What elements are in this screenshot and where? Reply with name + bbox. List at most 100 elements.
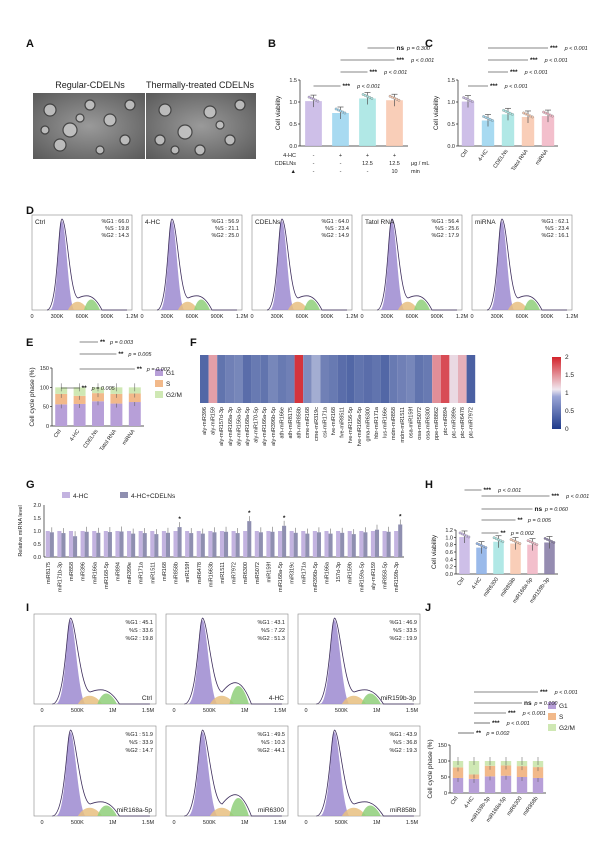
sig-p-E: p = 0.005: [91, 386, 116, 392]
data-point-B: [390, 95, 394, 99]
data-point-C: [488, 118, 492, 121]
sig-p-H: p = 0.005: [527, 518, 552, 524]
heatmap-label: aly-miR157d-3p: [219, 407, 225, 446]
data-point-B: [363, 94, 367, 97]
x-tick-label-G: miR6300: [243, 562, 249, 584]
histogram-name-D: Ctrl: [35, 219, 46, 226]
g1-peak-D-0: [50, 221, 74, 310]
g2-percent-I: %G2 : 44.1: [257, 748, 285, 754]
bar-4hc-G: [57, 531, 62, 557]
colorbar-tick-label: 1.5: [565, 372, 574, 379]
histogram-curve-I-5: [316, 729, 414, 817]
x-tick-label-D: 300K: [161, 314, 174, 320]
heatmap-label: aly-miR396: [202, 407, 208, 435]
g2-percent-D: %G2 : 17.9: [431, 233, 459, 239]
condition-value: -: [313, 153, 315, 159]
x-tick-label-G: aly-miR159: [371, 562, 377, 590]
bar-4hc-cdelns-G: [107, 532, 112, 557]
colorbar-tick-label: 2: [565, 354, 569, 361]
tem-vesicles: [40, 99, 246, 156]
data-point-C: [482, 115, 485, 118]
histogram-name-I: miR6300: [258, 807, 284, 814]
heatmap-label: osa-miR6300: [426, 407, 432, 440]
x-tick-label-D: 0: [30, 314, 33, 320]
stacked-segment-J: [532, 767, 544, 778]
x-tick-label-G: miR858b: [174, 562, 180, 584]
data-point-C: [468, 99, 472, 102]
y-tick-label-H: 0.4: [445, 557, 453, 563]
bar-B: [386, 100, 403, 146]
histogram-curve-I-2: [316, 617, 414, 705]
data-point-H: [518, 542, 522, 545]
y-tick-label-C: 1.0: [447, 100, 455, 106]
g1-peak-I-5: [319, 732, 350, 816]
legend-swatch-G: [120, 492, 128, 498]
s-percent-D: %S : 23.4: [325, 226, 349, 232]
bar-4hc-cdelns-G: [270, 531, 275, 557]
tem-vesicle: [40, 125, 50, 135]
heatmap-cell: [268, 355, 278, 403]
legend-label-E: G2/M: [166, 392, 182, 399]
histogram-frame-I-2: [297, 613, 421, 705]
bar-4hc-cdelns-G: [154, 534, 159, 557]
bar-4hc-cdelns-G: [247, 521, 252, 557]
x-tick-label-D: 600K: [76, 314, 89, 320]
data-point-H: [484, 546, 488, 549]
x-tick-label-D: 900K: [211, 314, 224, 320]
stacked-segment-J: [500, 765, 512, 776]
bar-4hc-G: [138, 531, 143, 557]
histogram-curve-D-1: [156, 218, 237, 311]
panel-label-f: F: [190, 337, 197, 349]
x-tick-label-D: 1.2M: [236, 314, 249, 320]
x-tick-label-G: miR166a: [92, 561, 98, 584]
x-tick-label-I: 1M: [109, 708, 117, 714]
x-tick-label-D: 900K: [541, 314, 554, 320]
bar-B: [305, 101, 322, 146]
tem-vesicle: [103, 113, 117, 127]
g2-percent-D: %G2 : 16.1: [541, 233, 569, 239]
g1-percent-I: %G1 : 43.9: [389, 732, 417, 738]
y-tick-label-H: 1.2: [445, 528, 453, 534]
stacked-segment-E: [92, 401, 104, 426]
sig-stars-B: ***: [397, 57, 405, 64]
s-phase-D-0: [68, 301, 88, 310]
sig-p-C: p < 0.001: [504, 84, 528, 90]
sig-stars-E: **: [137, 366, 143, 373]
g2-peak-I-5: [361, 805, 381, 816]
x-tick-label-G: miR858-5p: [383, 562, 389, 589]
data-point-B: [393, 96, 396, 100]
colorbar-tick-label: 1: [565, 390, 569, 397]
tem-vesicle: [124, 99, 136, 111]
bar-4hc-G: [185, 531, 190, 557]
sig-p-C: p < 0.001: [524, 70, 548, 76]
y-axis-label-H: Cell viability: [431, 534, 438, 569]
y-tick-label-E: 150: [40, 366, 49, 372]
heatmap-cell: [458, 355, 467, 403]
g1-percent-D: %G1 : 62.1: [541, 219, 569, 225]
data-point-H: [545, 538, 549, 541]
x-tick-label-G: miR858: [69, 562, 75, 581]
bar-4hc-cdelns-G: [96, 532, 101, 557]
heatmap-cell: [225, 355, 235, 403]
data-point-C: [531, 115, 534, 119]
stacked-segment-J: [468, 761, 480, 775]
sig-star-G: *: [283, 515, 286, 522]
heatmap-label: aly-miR396b-5p: [271, 407, 277, 446]
data-point-H: [465, 534, 469, 538]
s-phase-D-4: [508, 301, 528, 310]
data-point-B: [370, 97, 374, 100]
heatmap-cell: [251, 355, 261, 403]
data-point-C: [528, 114, 532, 118]
bar-4hc-G: [301, 531, 306, 557]
condition-label: ▲: [291, 169, 296, 175]
heatmap-label: cme-miR168: [305, 407, 311, 438]
sig-stars-B: ***: [343, 83, 351, 90]
bar-4hc-G: [173, 531, 178, 557]
bar-4hc-G: [289, 531, 294, 557]
data-point-B: [336, 108, 340, 112]
g2-peak-I-4: [229, 798, 249, 816]
heatmap-cell: [397, 355, 407, 403]
histogram-curve-D-0: [46, 218, 127, 311]
legend-swatch-G: [62, 492, 70, 498]
